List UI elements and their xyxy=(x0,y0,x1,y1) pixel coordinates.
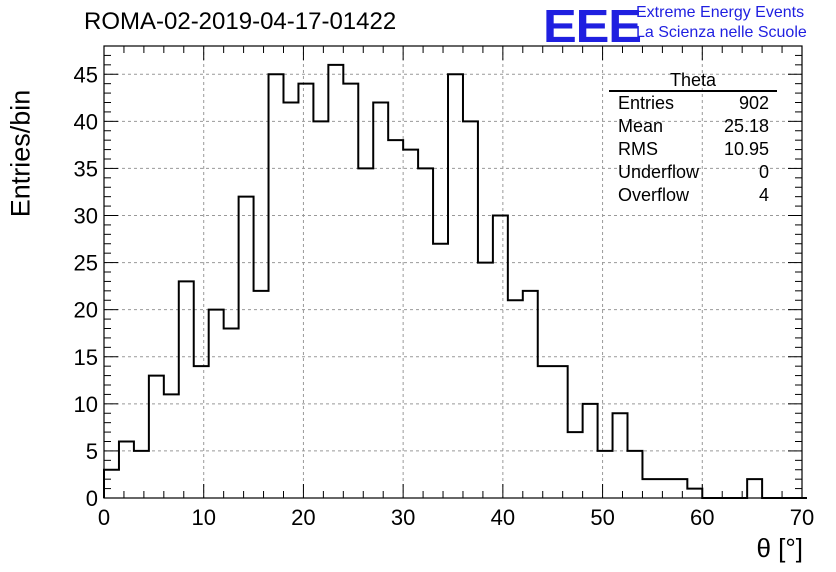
x-tick-label: 10 xyxy=(191,505,215,530)
x-tick-label: 40 xyxy=(491,505,515,530)
y-tick-label: 0 xyxy=(86,486,98,511)
y-tick-label: 5 xyxy=(86,439,98,464)
y-tick-label: 45 xyxy=(74,62,98,87)
stats-row-mean: Mean 25.18 xyxy=(609,115,777,138)
histogram-bin xyxy=(149,376,164,498)
histogram-bin xyxy=(657,479,672,498)
x-tick-label: 60 xyxy=(690,505,714,530)
histogram-bin xyxy=(418,168,433,498)
x-tick-label: 20 xyxy=(291,505,315,530)
logo-line-1: Extreme Energy Events xyxy=(636,4,805,21)
logo-text: Extreme Energy Events La Scienza nelle S… xyxy=(636,3,807,43)
histogram-bin xyxy=(642,479,657,498)
histogram-bin xyxy=(104,470,119,498)
histogram-bin xyxy=(269,74,284,498)
y-tick-label: 40 xyxy=(74,109,98,134)
histogram-line xyxy=(103,63,807,499)
histogram-bin xyxy=(388,140,403,498)
histogram-bin xyxy=(224,329,239,499)
histogram-bin xyxy=(523,291,538,498)
histogram-bin xyxy=(328,65,343,498)
histogram-bin xyxy=(313,121,328,498)
stats-label: Mean xyxy=(618,116,664,136)
histogram-bin xyxy=(283,103,298,499)
histogram-bin xyxy=(403,150,418,498)
stats-label: Underflow xyxy=(618,162,700,182)
histogram-bin xyxy=(538,366,553,498)
histogram-bin xyxy=(628,451,643,498)
eee-logo: EEE xyxy=(543,0,642,52)
y-tick-label: 10 xyxy=(74,392,98,417)
y-axis-label: Entries/bin xyxy=(5,89,36,218)
logo-line-2: La Scienza nelle Scuole xyxy=(636,24,807,41)
stats-row-rms: RMS 10.95 xyxy=(609,138,777,161)
stats-box: Theta Entries 902 Mean 25.18 RMS 10.95 U… xyxy=(609,70,777,207)
y-axis-label-box: Entries/bin xyxy=(6,90,36,218)
histogram-bin xyxy=(478,263,493,498)
histogram-bin xyxy=(343,84,358,498)
histogram-bin xyxy=(493,216,508,499)
stats-row-underflow: Underflow 0 xyxy=(609,161,777,184)
y-tick-label: 25 xyxy=(74,251,98,276)
x-axis-label: θ [°] xyxy=(756,533,803,563)
run-title: ROMA-02-2019-04-17-01422 xyxy=(84,8,397,35)
stats-value: 902 xyxy=(738,93,769,113)
histogram-bin xyxy=(583,404,598,498)
histogram-bin xyxy=(687,489,702,498)
x-tick-label: 0 xyxy=(98,505,110,530)
histogram-bin xyxy=(508,300,523,498)
histogram-bin xyxy=(119,442,134,499)
stats-label: Entries xyxy=(618,93,675,113)
stats-title: Theta xyxy=(609,70,777,92)
stats-label: Overflow xyxy=(618,185,690,205)
histogram-bin xyxy=(598,451,613,498)
histogram-bin xyxy=(613,413,628,498)
stats-value: 0 xyxy=(758,162,769,182)
y-tick-label: 15 xyxy=(74,345,98,370)
histogram-bin xyxy=(239,197,254,498)
stats-value: 4 xyxy=(758,185,769,205)
histogram-bin xyxy=(463,121,478,498)
y-tick-label: 30 xyxy=(74,204,98,229)
stats-row-entries: Entries 902 xyxy=(609,92,777,115)
histogram-bin xyxy=(164,394,179,498)
x-tick-label: 70 xyxy=(790,505,814,530)
histogram-bin xyxy=(553,366,568,498)
y-tick-label: 20 xyxy=(74,298,98,323)
histogram-bin xyxy=(568,432,583,498)
histogram-bin xyxy=(433,244,448,498)
histogram-bin xyxy=(254,291,269,498)
histogram-bin xyxy=(358,168,373,498)
histogram-bin xyxy=(672,479,687,498)
histogram-bin xyxy=(448,74,463,498)
x-tick-label: 50 xyxy=(590,505,614,530)
histogram-bin xyxy=(179,281,194,498)
y-tick-label: 35 xyxy=(74,156,98,181)
stats-row-overflow: Overflow 4 xyxy=(609,184,777,207)
stats-value: 25.18 xyxy=(723,116,769,136)
stats-value: 10.95 xyxy=(723,139,769,159)
histogram-bin xyxy=(134,451,149,498)
x-tick-label: 30 xyxy=(391,505,415,530)
histogram-bin xyxy=(747,479,762,498)
histogram-bin xyxy=(373,103,388,499)
histogram-bin xyxy=(209,310,224,498)
stats-label: RMS xyxy=(618,139,658,159)
histogram-bin xyxy=(194,366,209,498)
histogram-bin xyxy=(298,84,313,498)
